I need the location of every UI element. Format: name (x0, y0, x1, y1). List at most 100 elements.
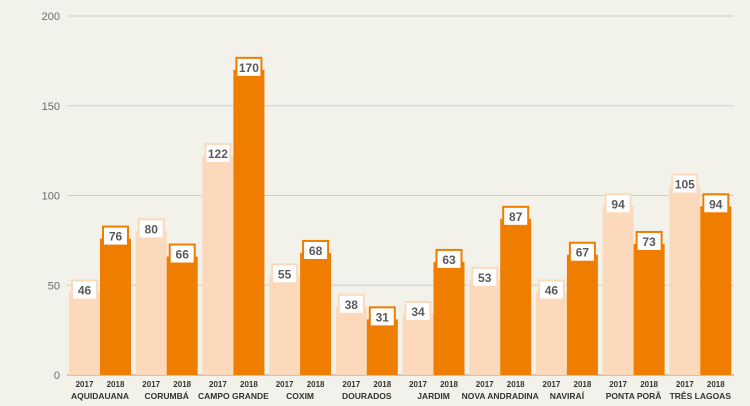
x-axis: 2017 2018 AQUIDAUANA 2017 2018 CORUMBÁ 2017 201… (71, 380, 731, 401)
value-labels: 46 76 80 66 122 170 55 68 38 31 34 63 53 87 46 67 94 73 10… (71, 56, 730, 328)
data-label-box (204, 143, 232, 165)
data-label-box (635, 230, 663, 252)
year-label: 2018 (574, 380, 592, 389)
data-label-box (404, 300, 432, 322)
category-label: TRÊS LAGOAS (670, 390, 732, 401)
bar-2018 (566, 254, 598, 375)
bar-2018 (366, 319, 398, 375)
bar-2017 (602, 206, 634, 375)
category-label: NOVA ANDRADINA (462, 391, 539, 401)
data-label: 38 (345, 298, 359, 312)
data-label: 80 (145, 222, 159, 236)
data-label: 66 (176, 248, 190, 262)
year-label: 2017 (276, 380, 294, 389)
y-tick-label: 150 (42, 101, 60, 113)
data-label-box (235, 56, 263, 78)
category-label: NAVIRAÍ (550, 391, 585, 401)
bar-2017 (669, 186, 701, 375)
bar-2018 (100, 238, 131, 375)
year-label: 2018 (173, 380, 191, 389)
data-label: 46 (78, 283, 92, 297)
year-label: 2018 (307, 380, 325, 389)
year-label: 2017 (209, 380, 227, 389)
year-label: 2018 (507, 380, 525, 389)
data-label-box (435, 248, 463, 270)
data-label: 68 (309, 244, 323, 258)
data-label-box (71, 279, 98, 301)
data-label: 105 (675, 178, 695, 192)
data-label: 94 (611, 197, 625, 211)
bar-2018 (166, 256, 198, 375)
year-label: 2017 (342, 380, 360, 389)
bar-2018 (500, 218, 532, 375)
data-label: 55 (278, 267, 292, 281)
data-label-box (671, 173, 699, 195)
category-label: CAMPO GRANDE (198, 391, 269, 401)
data-label: 87 (509, 210, 523, 224)
data-label-box (568, 241, 596, 263)
y-tick-label: 0 (54, 370, 60, 382)
data-label: 122 (208, 147, 228, 161)
bar-2017 (202, 156, 234, 375)
data-label-box (702, 193, 730, 215)
category-label: JARDIM (417, 391, 450, 401)
y-axis: 0 50 100 150 200 (42, 11, 60, 382)
data-label: 67 (576, 246, 590, 260)
category-label: AQUIDAUANA (71, 391, 129, 401)
bar-2017 (535, 292, 567, 375)
category-label: CORUMBÁ (145, 391, 189, 401)
data-label: 94 (709, 197, 723, 211)
year-label: 2018 (107, 380, 125, 389)
data-label: 34 (411, 305, 425, 319)
bar-2017 (135, 231, 167, 375)
y-tick-label: 50 (48, 280, 60, 292)
data-label-box (302, 239, 330, 261)
year-label: 2017 (609, 380, 627, 389)
year-label: 2017 (142, 380, 160, 389)
data-label-box (137, 218, 165, 240)
bar-2018 (633, 243, 665, 375)
bar-2017 (335, 306, 367, 375)
data-label: 53 (478, 271, 492, 285)
bar-2018 (300, 252, 332, 375)
data-label: 170 (239, 61, 259, 75)
data-label-box (604, 193, 632, 215)
data-label-box (271, 263, 299, 285)
data-label-box (168, 243, 196, 265)
bar-2017 (402, 313, 434, 375)
y-tick-label: 100 (42, 191, 60, 203)
year-label: 2018 (640, 380, 658, 389)
category-label: COXIM (286, 391, 314, 401)
year-label: 2017 (676, 380, 694, 389)
year-label: 2017 (76, 380, 94, 389)
year-label: 2018 (707, 380, 725, 389)
bar-2017 (269, 276, 301, 375)
bar-2018 (700, 206, 732, 375)
year-label: 2018 (440, 380, 458, 389)
bar-2017 (69, 292, 100, 375)
bar-2018 (233, 69, 265, 375)
data-label: 63 (442, 253, 456, 267)
data-label: 31 (376, 310, 390, 324)
data-label: 73 (642, 235, 656, 249)
category-label: DOURADOS (342, 391, 392, 401)
data-label-box (471, 266, 499, 288)
bar-2018 (433, 261, 465, 375)
bars (69, 69, 732, 375)
bar-2017 (469, 279, 501, 375)
data-label-box (537, 279, 565, 301)
year-label: 2017 (476, 380, 494, 389)
data-label-box (368, 306, 396, 328)
year-label: 2017 (409, 380, 427, 389)
data-label: 46 (545, 283, 559, 297)
year-label: 2018 (373, 380, 391, 389)
data-label-box (102, 225, 129, 247)
data-label-box (502, 205, 530, 227)
y-tick-label: 200 (42, 11, 60, 23)
data-label: 76 (109, 230, 123, 244)
data-label-box (337, 293, 365, 315)
category-label: PONTA PORÃ (606, 391, 662, 401)
year-label: 2017 (543, 380, 561, 389)
year-label: 2018 (240, 380, 258, 389)
